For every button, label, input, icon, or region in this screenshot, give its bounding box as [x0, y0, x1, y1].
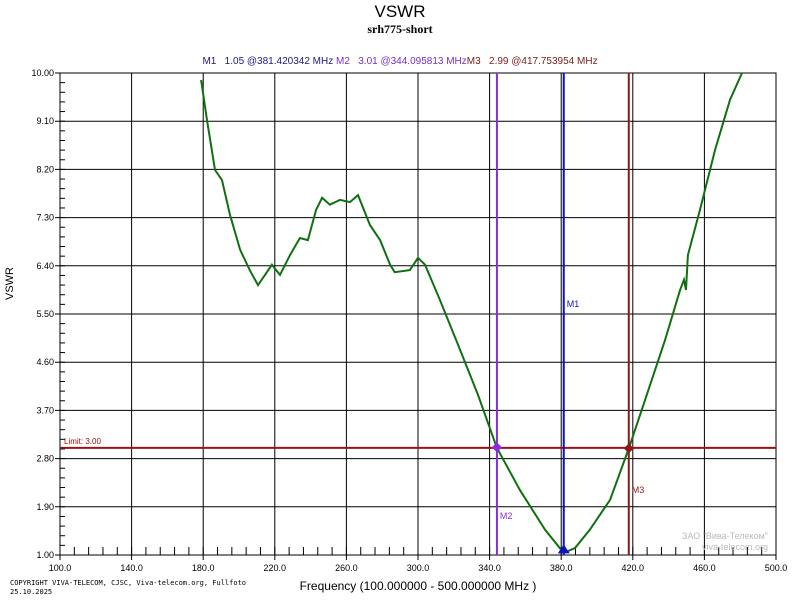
y-tick-label: 1.90: [36, 502, 54, 512]
x-axis-label: Frequency (100.000000 - 500.000000 MHz ): [299, 579, 537, 593]
y-tick-label: 1.00: [36, 550, 54, 560]
x-tick-label: 380.0: [550, 563, 573, 573]
x-tick-label: 340.0: [478, 563, 501, 573]
watermark-company: ЗАО "Вива-Телеком": [681, 531, 768, 541]
x-tick-label: 460.0: [693, 563, 716, 573]
y-tick-label: 4.60: [36, 357, 54, 367]
watermark: ЗАО "Вива-Телеком" viva-telecom.org: [668, 531, 768, 553]
y-tick-label: 2.80: [36, 454, 54, 464]
marker-label-m3: M3: [632, 485, 645, 495]
marker-label-m1: M1: [567, 299, 580, 309]
limit-label: Limit: 3.00: [64, 437, 101, 446]
copyright-line: COPYRIGHT VIVA-TELECOM, CJSC, Viva-telec…: [10, 579, 247, 587]
x-tick-label: 260.0: [335, 563, 358, 573]
x-tick-label: 420.0: [622, 563, 645, 573]
marker-diamond-m2: [491, 442, 502, 453]
marker-readout-m3: M3 2.99 @417.753954 MHz: [466, 56, 598, 67]
marker-readouts: M1 1.05 @381.420342 MHz M2 3.01 @344.095…: [0, 56, 800, 67]
x-tick-label: 500.0: [765, 563, 788, 573]
y-axis-label: VSWR: [4, 267, 16, 300]
chart-title: VSWR: [374, 2, 426, 21]
marker-readout-m2: M2 3.01 @344.095813 MHz: [336, 56, 467, 67]
y-tick-label: 8.20: [36, 164, 54, 174]
y-tick-label: 10.00: [31, 68, 54, 78]
plot-frame: [59, 72, 777, 556]
x-tick-label: 140.0: [120, 563, 143, 573]
vswr-curve: [200, 72, 743, 555]
x-tick-label: 100.0: [49, 563, 72, 573]
x-tick-label: 220.0: [264, 563, 287, 573]
marker-label-m2: M2: [500, 511, 513, 521]
y-tick-label: 9.10: [36, 116, 54, 126]
marker-diamond-m3: [623, 443, 634, 454]
x-tick-label: 180.0: [192, 563, 215, 573]
y-tick-label: 3.70: [36, 405, 54, 415]
marker-triangle-m1: [557, 544, 570, 554]
y-tick-label: 7.30: [36, 213, 54, 223]
watermark-url: viva-telecom.org: [701, 542, 768, 552]
y-tick-label: 6.40: [36, 261, 54, 271]
x-tick-label: 300.0: [407, 563, 430, 573]
chart-subtitle: srh775-short: [367, 22, 433, 36]
marker-readout-m1: M1 1.05 @381.420342 MHz: [202, 56, 334, 67]
copyright-date: 25.10.2025: [10, 588, 53, 596]
y-tick-label: 5.50: [36, 309, 54, 319]
copyright-text: COPYRIGHT VIVA-TELECOM, CJSC, Viva-telec…: [10, 579, 246, 597]
